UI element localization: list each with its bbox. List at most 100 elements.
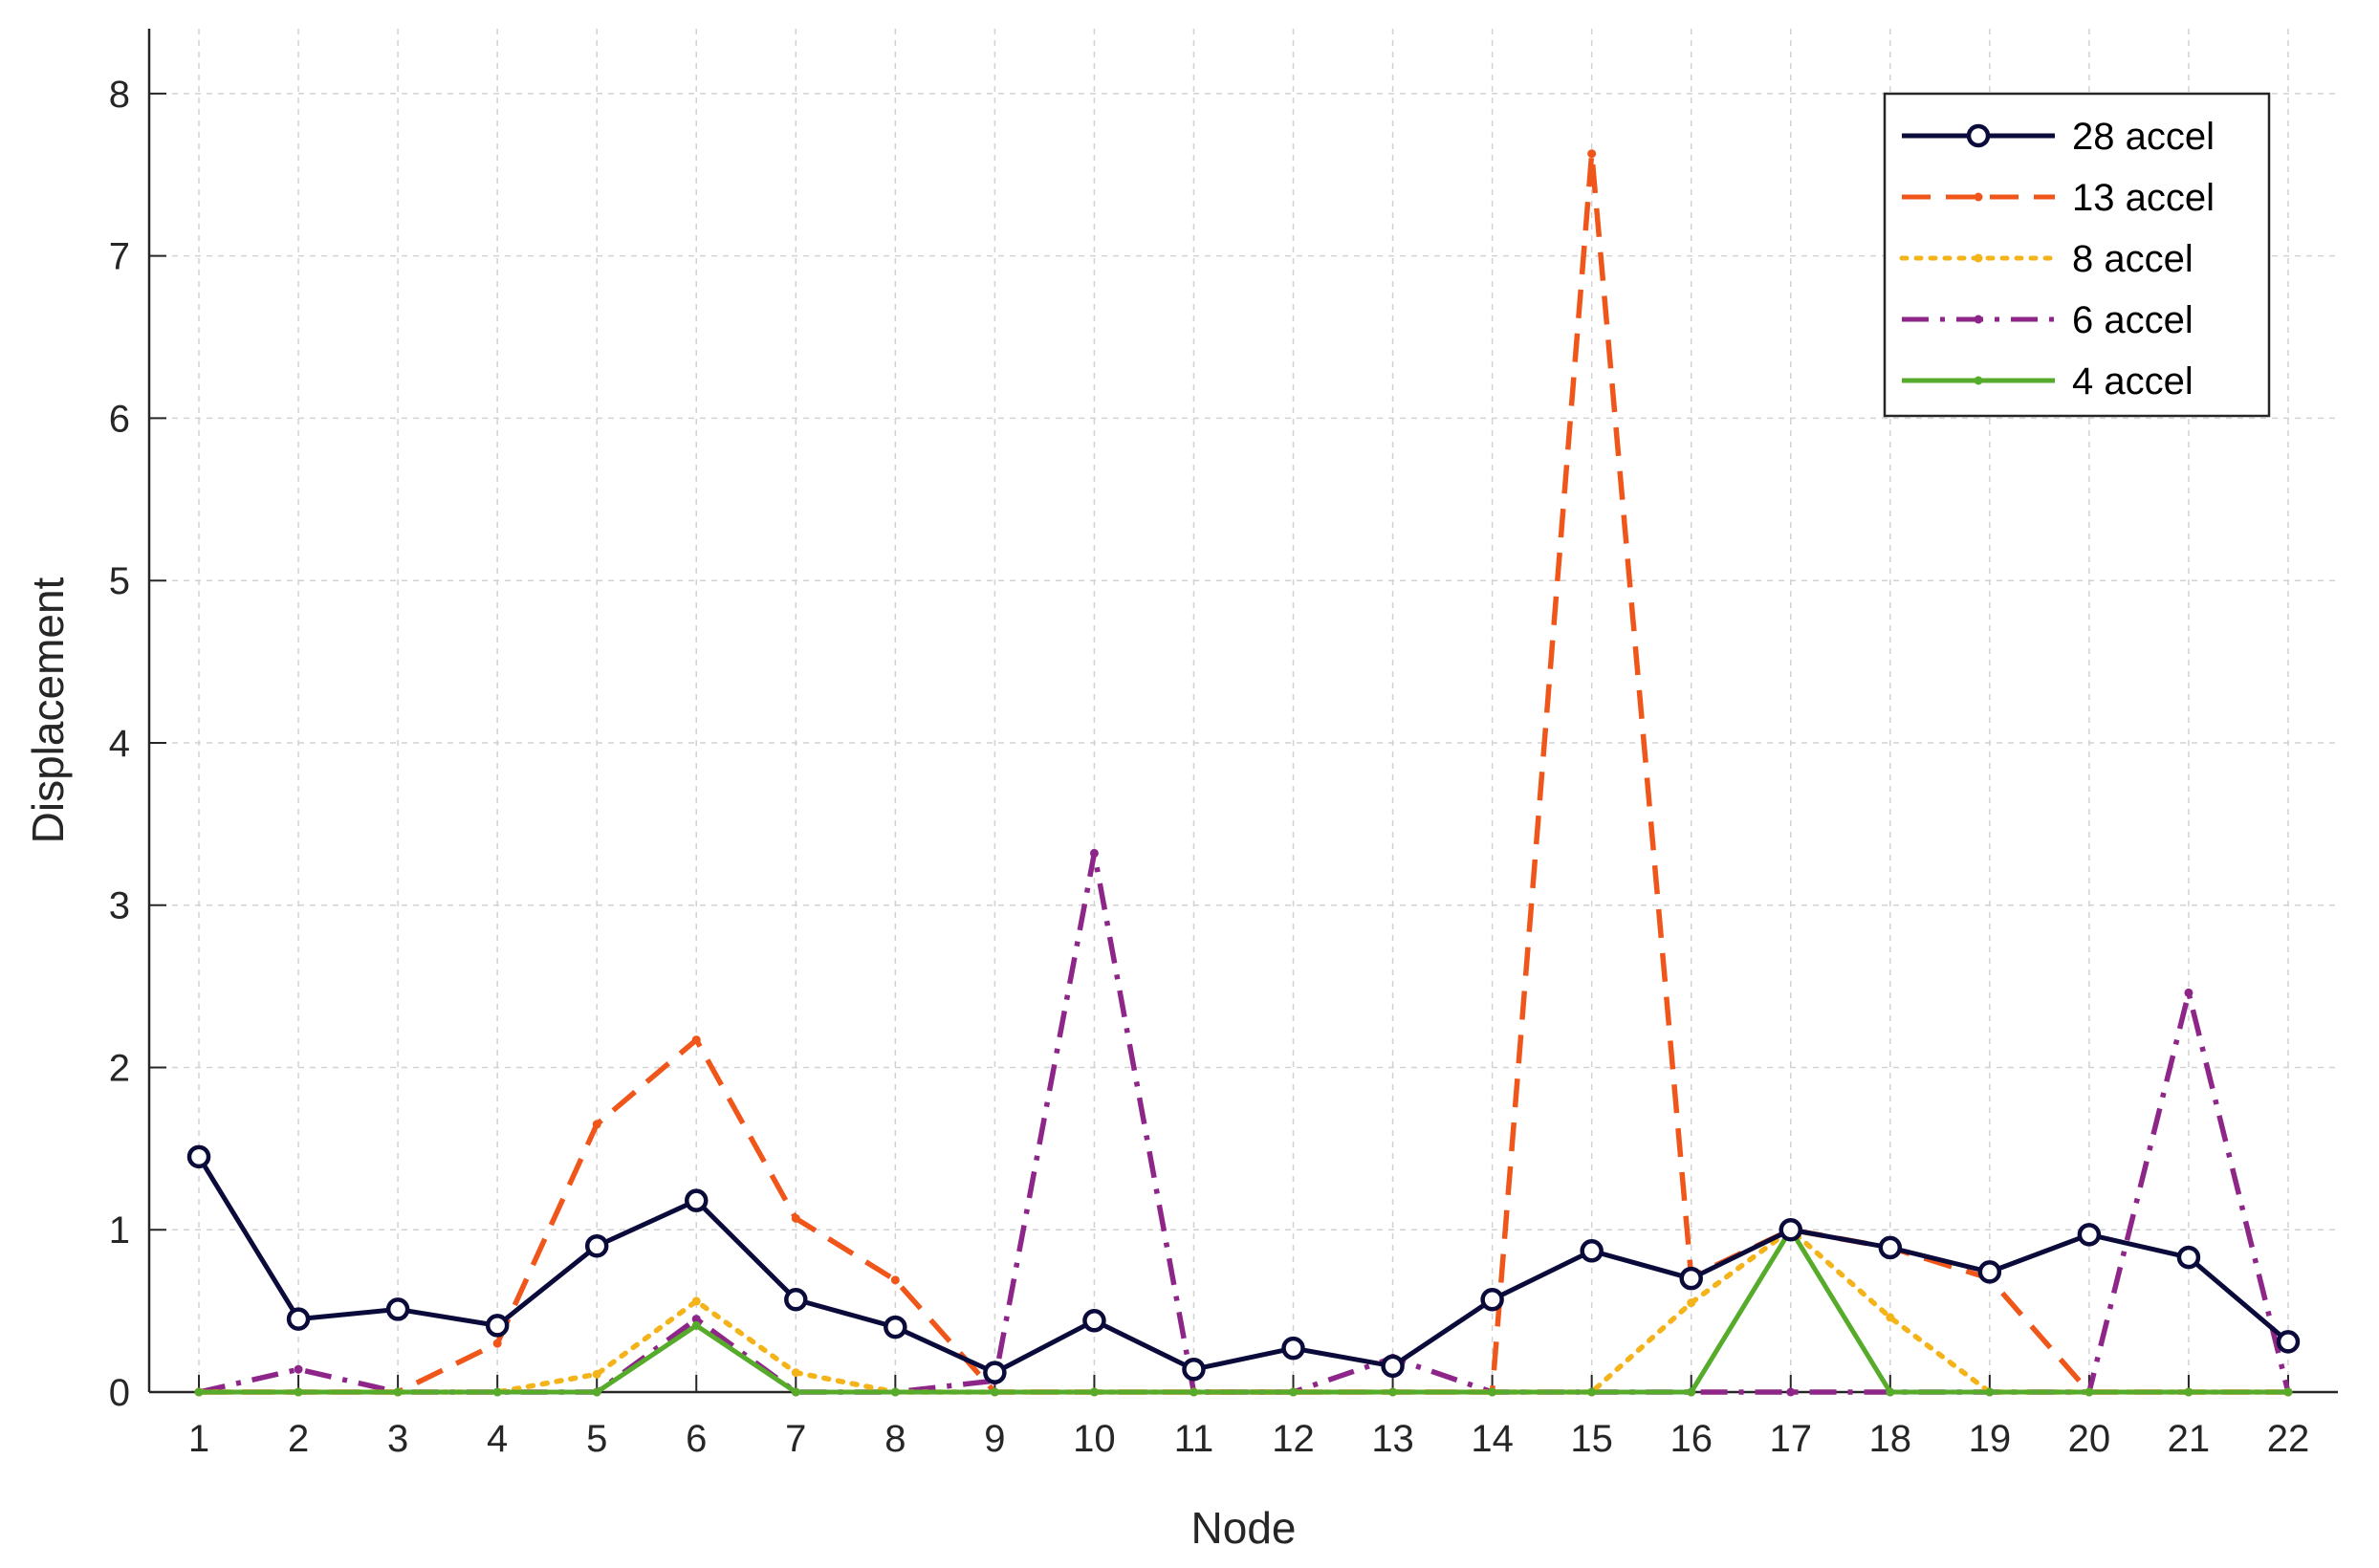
x-tick-label: 22 <box>2267 1418 2310 1460</box>
series-group <box>186 149 2301 1397</box>
legend: 28 accel 13 accel 8 accel 6 accel 4 accel <box>1883 92 2271 418</box>
data-point <box>1977 1260 2002 1284</box>
data-point <box>592 1387 601 1397</box>
data-point <box>1779 1217 1802 1242</box>
data-point <box>1182 1357 1206 1382</box>
data-point <box>1886 1313 1895 1322</box>
data-point <box>584 1233 609 1258</box>
x-tick-label: 5 <box>586 1418 607 1460</box>
y-tick-label: 5 <box>109 560 130 602</box>
x-tick-label: 21 <box>2168 1418 2211 1460</box>
x-tick-label: 17 <box>1770 1418 1813 1460</box>
data-point <box>294 1364 303 1374</box>
x-tick-label: 12 <box>1272 1418 1315 1460</box>
x-tick-label: 20 <box>2068 1418 2111 1460</box>
tick-labels: 1 2 3 4 5 6 7 8 9 10 11 12 13 14 15 16 17 18 19 20 21 2201234… <box>109 74 2309 1460</box>
data-point <box>1488 1387 1497 1397</box>
x-tick-label: 11 <box>1174 1418 1214 1460</box>
legend-label: 6 accel <box>2072 299 2193 341</box>
data-point <box>492 1387 502 1397</box>
data-point <box>791 1213 800 1223</box>
data-point <box>492 1339 502 1348</box>
data-point <box>194 1387 204 1397</box>
x-tick-label: 10 <box>1073 1418 1116 1460</box>
legend-item: 13 accel <box>1902 177 2215 219</box>
data-point <box>791 1368 800 1378</box>
data-point <box>890 1275 900 1285</box>
data-point <box>1886 1387 1895 1397</box>
x-tick-label: 13 <box>1371 1418 1414 1460</box>
x-tick-label: 18 <box>1869 1418 1912 1460</box>
x-tick-label: 19 <box>1969 1418 2012 1460</box>
data-point <box>2077 1223 2102 1247</box>
data-point <box>1687 1298 1696 1308</box>
data-point <box>983 1361 1007 1384</box>
data-point <box>186 1144 211 1169</box>
y-axis-title: Displacement <box>23 577 73 843</box>
legend-marker <box>1974 376 1983 385</box>
data-point <box>1289 1387 1299 1397</box>
y-tick-label: 0 <box>109 1372 130 1414</box>
x-axis-title: Node <box>1191 1503 1297 1553</box>
data-point <box>286 1307 311 1331</box>
legend-marker <box>1974 192 1983 202</box>
x-tick-label: 15 <box>1570 1418 1613 1460</box>
data-point <box>1679 1266 1703 1291</box>
series-line <box>199 150 2288 1395</box>
x-tick-label: 16 <box>1670 1418 1713 1460</box>
data-point <box>2283 1387 2293 1397</box>
x-tick-label: 1 <box>188 1418 209 1460</box>
data-point <box>691 1315 701 1324</box>
data-point <box>1189 1387 1198 1397</box>
x-tick-label: 3 <box>387 1418 408 1460</box>
data-point <box>2184 1387 2193 1397</box>
data-point <box>1587 1387 1597 1397</box>
data-point <box>1587 149 1597 159</box>
data-point <box>1878 1235 1903 1260</box>
data-point <box>1480 1287 1504 1312</box>
x-tick-label: 6 <box>686 1418 707 1460</box>
x-tick-label: 4 <box>487 1418 508 1460</box>
y-tick-label: 1 <box>109 1209 130 1252</box>
data-point <box>990 1387 999 1397</box>
data-point <box>592 1120 601 1129</box>
legend-label: 13 accel <box>2072 177 2215 219</box>
data-point <box>1786 1387 1796 1397</box>
y-tick-label: 3 <box>109 885 130 927</box>
data-point <box>1687 1387 1696 1397</box>
data-point <box>2276 1330 2301 1354</box>
data-point <box>1381 1354 1405 1379</box>
data-point <box>890 1387 900 1397</box>
data-point <box>1281 1336 1305 1361</box>
data-point <box>1388 1387 1398 1397</box>
series-8-accel <box>194 1225 2293 1397</box>
x-tick-label: 7 <box>785 1418 806 1460</box>
data-point <box>294 1387 303 1397</box>
legend-item: 6 accel <box>1902 299 2193 341</box>
legend-marker <box>1966 123 1991 148</box>
data-point <box>884 1315 907 1339</box>
data-point <box>1089 848 1099 858</box>
data-point <box>485 1314 510 1338</box>
legend-box <box>1883 92 2271 418</box>
data-point <box>1580 1239 1604 1263</box>
data-point <box>1082 1309 1106 1333</box>
legend-item: 4 accel <box>1902 360 2193 403</box>
x-tick-label: 8 <box>884 1418 906 1460</box>
series-4-accel <box>194 1225 2293 1397</box>
data-point <box>685 1188 709 1212</box>
data-point <box>1089 1387 1099 1397</box>
legend-marker <box>1974 315 1983 324</box>
x-tick-label: 14 <box>1471 1418 1514 1460</box>
data-point <box>784 1287 808 1312</box>
y-tick-label: 8 <box>109 74 130 116</box>
x-tick-label: 2 <box>288 1418 309 1460</box>
legend-label: 28 accel <box>2072 116 2215 158</box>
y-tick-label: 2 <box>109 1047 130 1089</box>
data-point <box>393 1387 403 1397</box>
legend-label: 8 accel <box>2072 238 2193 280</box>
series-line <box>196 1155 2290 1376</box>
y-tick-label: 4 <box>109 723 130 765</box>
x-tick-label: 9 <box>984 1418 1005 1460</box>
